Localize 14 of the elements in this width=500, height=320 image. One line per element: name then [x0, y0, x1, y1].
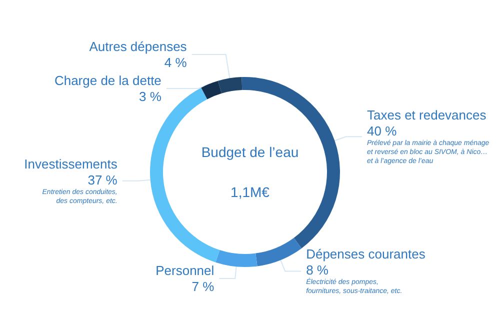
slice-label: Dépenses courantes — [306, 246, 426, 262]
data-label: 37 % — [88, 172, 118, 188]
data-label: 7 % — [192, 279, 215, 294]
data-label: 3 % — [139, 89, 162, 104]
slice-label: Investissements — [24, 156, 118, 172]
data-label: 4 % — [164, 55, 188, 70]
text: 1,1M€ — [230, 184, 270, 200]
text: Budget de l’eau — [201, 144, 299, 160]
slice-label: Taxes et redevances — [367, 108, 487, 123]
data-label: 8 % — [306, 262, 329, 278]
data-label: 40 % — [367, 124, 398, 139]
slice-label: Autres dépenses — [89, 39, 188, 54]
slice-label: Charge de la dette — [54, 73, 162, 88]
slice-label: Personnel — [156, 263, 214, 278]
